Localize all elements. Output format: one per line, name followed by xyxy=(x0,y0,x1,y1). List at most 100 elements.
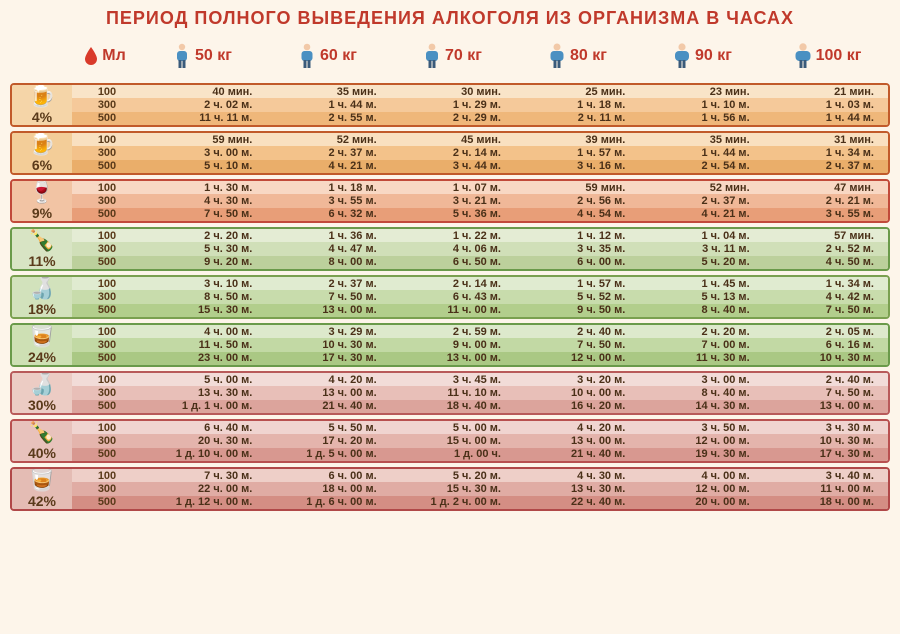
time-cell: 59 мин. xyxy=(515,182,639,194)
time-cell: 16 ч. 20 м. xyxy=(515,400,639,412)
time-cell: 1 ч. 34 м. xyxy=(764,147,888,159)
time-cell: 22 ч. 00 м. xyxy=(142,483,266,495)
rows-wrap: 1001 ч. 30 м.1 ч. 18 м.1 ч. 07 м.59 мин.… xyxy=(72,181,888,221)
drink-group: 🍶30%1005 ч. 00 м.4 ч. 20 м.3 ч. 45 м.3 ч… xyxy=(10,371,890,415)
time-cell: 4 ч. 50 м. xyxy=(764,256,888,268)
ml-cell: 500 xyxy=(72,304,142,316)
time-cell: 2 ч. 37 м. xyxy=(266,147,390,159)
alcohol-percent: 4% xyxy=(32,109,52,125)
time-cell: 6 ч. 00 м. xyxy=(515,256,639,268)
alcohol-percent: 18% xyxy=(28,301,56,317)
table-row: 5009 ч. 20 м.8 ч. 00 м.6 ч. 50 м.6 ч. 00… xyxy=(72,256,888,269)
drink-group: 🍾40%1006 ч. 40 м.5 ч. 50 м.5 ч. 00 м.4 ч… xyxy=(10,419,890,463)
time-cell: 2 ч. 21 м. xyxy=(764,195,888,207)
time-cell: 57 мин. xyxy=(764,230,888,242)
time-cell: 4 ч. 06 м. xyxy=(391,243,515,255)
time-cell: 3 ч. 55 м. xyxy=(266,195,390,207)
person-icon xyxy=(173,43,191,69)
alcohol-percent: 9% xyxy=(32,205,52,221)
ml-cell: 100 xyxy=(72,326,142,338)
time-cell: 2 ч. 20 м. xyxy=(142,230,266,242)
time-cell: 1 ч. 57 м. xyxy=(515,278,639,290)
time-cell: 2 ч. 59 м. xyxy=(391,326,515,338)
time-cell: 2 ч. 40 м. xyxy=(515,326,639,338)
time-cell: 1 д. 10 ч. 00 м. xyxy=(142,448,266,460)
ml-cell: 100 xyxy=(72,182,142,194)
ml-cell: 300 xyxy=(72,243,142,255)
header-row: Мл 50 кг 60 кг 70 кг 80 кг 90 кг 100 кг xyxy=(10,35,890,77)
time-cell: 6 ч. 16 м. xyxy=(764,339,888,351)
time-cell: 5 ч. 00 м. xyxy=(142,374,266,386)
table-row: 5001 д. 1 ч. 00 м.21 ч. 40 м.18 ч. 40 м.… xyxy=(72,400,888,413)
time-cell: 2 ч. 52 м. xyxy=(764,243,888,255)
drop-icon xyxy=(84,47,98,65)
time-cell: 2 ч. 05 м. xyxy=(764,326,888,338)
time-cell: 31 мин. xyxy=(764,134,888,146)
time-cell: 3 ч. 50 м. xyxy=(639,422,763,434)
time-cell: 3 ч. 11 м. xyxy=(639,243,763,255)
ml-cell: 500 xyxy=(72,160,142,172)
time-cell: 23 ч. 00 м. xyxy=(142,352,266,364)
time-cell: 59 мин. xyxy=(142,134,266,146)
person-icon xyxy=(423,43,441,69)
time-cell: 52 мин. xyxy=(639,182,763,194)
time-cell: 3 ч. 29 м. xyxy=(266,326,390,338)
time-cell: 4 ч. 20 м. xyxy=(266,374,390,386)
time-cell: 1 ч. 10 м. xyxy=(639,99,763,111)
time-cell: 1 ч. 18 м. xyxy=(515,99,639,111)
time-cell: 11 ч. 10 м. xyxy=(391,387,515,399)
time-cell: 47 мин. xyxy=(764,182,888,194)
time-cell: 35 мин. xyxy=(266,86,390,98)
time-cell: 30 мин. xyxy=(391,86,515,98)
table-row: 30020 ч. 30 м.17 ч. 20 м.15 ч. 00 м.13 ч… xyxy=(72,434,888,447)
ml-cell: 500 xyxy=(72,256,142,268)
time-cell: 6 ч. 40 м. xyxy=(142,422,266,434)
drink-group: 🍶18%1003 ч. 10 м.2 ч. 37 м.2 ч. 14 м.1 ч… xyxy=(10,275,890,319)
time-cell: 22 ч. 40 м. xyxy=(515,496,639,508)
time-cell: 7 ч. 30 м. xyxy=(142,470,266,482)
time-cell: 1 д. 1 ч. 00 м. xyxy=(142,400,266,412)
drink-icon: 🍾 xyxy=(28,421,55,443)
time-cell: 7 ч. 50 м. xyxy=(266,291,390,303)
weight-col-3: 80 кг xyxy=(515,43,640,69)
time-cell: 1 ч. 44 м. xyxy=(764,112,888,124)
time-cell: 9 ч. 20 м. xyxy=(142,256,266,268)
time-cell: 4 ч. 30 м. xyxy=(142,195,266,207)
time-cell: 8 ч. 00 м. xyxy=(266,256,390,268)
time-cell: 12 ч. 00 м. xyxy=(639,435,763,447)
time-cell: 1 ч. 18 м. xyxy=(266,182,390,194)
ml-header-label: Мл xyxy=(102,47,126,65)
ml-cell: 300 xyxy=(72,195,142,207)
time-cell: 4 ч. 54 м. xyxy=(515,208,639,220)
table-row: 50023 ч. 00 м.17 ч. 30 м.13 ч. 00 м.12 ч… xyxy=(72,352,888,365)
time-cell: 6 ч. 43 м. xyxy=(391,291,515,303)
person-icon xyxy=(794,43,812,69)
person-icon xyxy=(298,43,316,69)
time-cell: 4 ч. 00 м. xyxy=(639,470,763,482)
time-cell: 4 ч. 42 м. xyxy=(764,291,888,303)
time-cell: 11 ч. 50 м. xyxy=(142,339,266,351)
alcohol-percent: 24% xyxy=(28,349,56,365)
drink-group: 🥃24%1004 ч. 00 м.3 ч. 29 м.2 ч. 59 м.2 ч… xyxy=(10,323,890,367)
rows-wrap: 10059 мин.52 мин.45 мин.39 мин.35 мин.31… xyxy=(72,133,888,173)
time-cell: 3 ч. 10 м. xyxy=(142,278,266,290)
drink-group: 🍺6%10059 мин.52 мин.45 мин.39 мин.35 мин… xyxy=(10,131,890,175)
time-cell: 5 ч. 20 м. xyxy=(639,256,763,268)
time-cell: 1 ч. 04 м. xyxy=(639,230,763,242)
time-cell: 10 ч. 00 м. xyxy=(515,387,639,399)
weight-label: 50 кг xyxy=(195,47,232,65)
time-cell: 2 ч. 54 м. xyxy=(639,160,763,172)
time-cell: 3 ч. 40 м. xyxy=(764,470,888,482)
time-cell: 3 ч. 16 м. xyxy=(515,160,639,172)
ml-cell: 100 xyxy=(72,278,142,290)
time-cell: 21 мин. xyxy=(764,86,888,98)
alcohol-percent: 11% xyxy=(28,253,55,269)
time-cell: 5 ч. 50 м. xyxy=(266,422,390,434)
time-cell: 8 ч. 40 м. xyxy=(639,387,763,399)
drink-icon: 🍶 xyxy=(28,277,55,299)
drink-icon: 🍺 xyxy=(28,85,55,107)
table-row: 1007 ч. 30 м.6 ч. 00 м.5 ч. 20 м.4 ч. 30… xyxy=(72,469,888,482)
table-row: 5007 ч. 50 м.6 ч. 32 м.5 ч. 36 м.4 ч. 54… xyxy=(72,208,888,221)
ml-cell: 300 xyxy=(72,99,142,111)
rows-wrap: 10040 мин.35 мин.30 мин.25 мин.23 мин.21… xyxy=(72,85,888,125)
